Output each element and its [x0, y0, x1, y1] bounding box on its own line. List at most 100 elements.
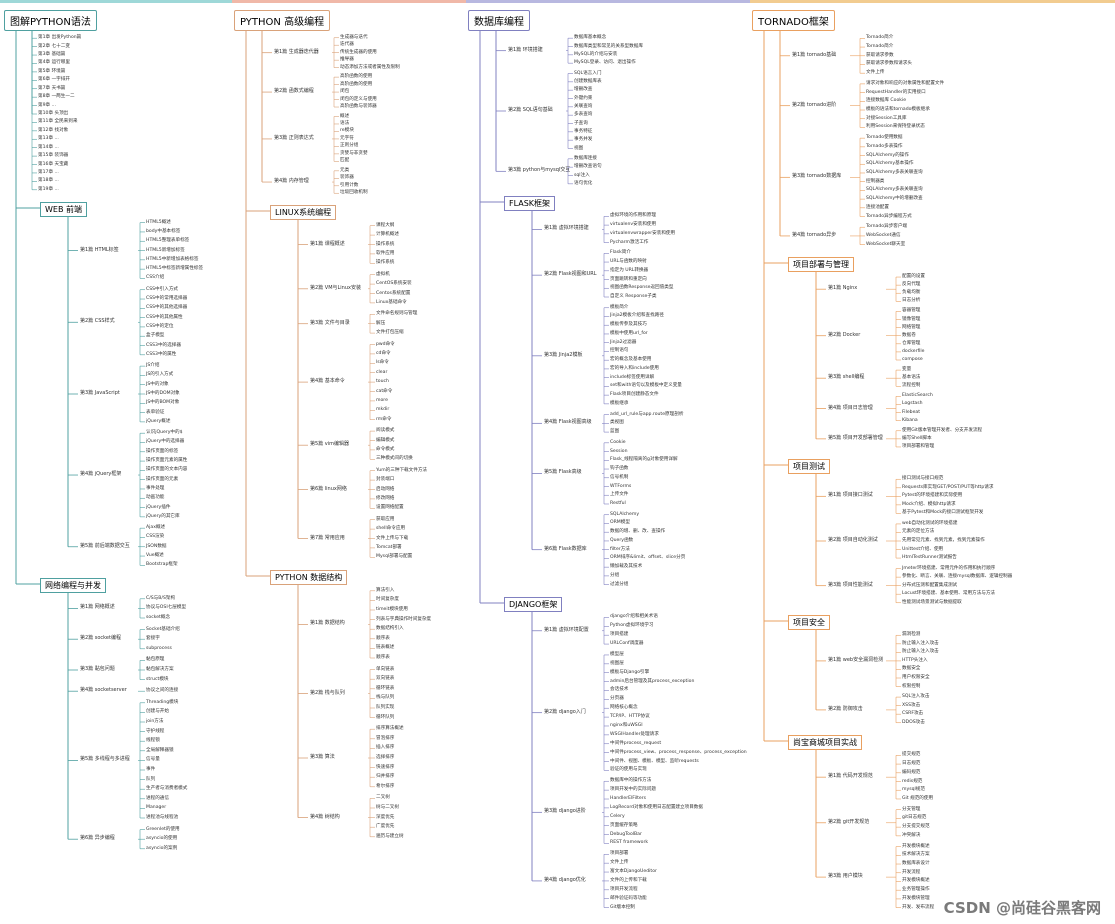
topic-leaf: 数据安全 — [902, 666, 921, 672]
topic-leaf: 套接字 — [146, 636, 160, 642]
topic-leaf: 负载均衡 — [902, 290, 921, 296]
topic-leaf: 请求对象和响应的对象属性和配置文件 — [866, 80, 945, 86]
topic-leaf: 编码规范 — [902, 769, 921, 775]
topic-leaf: 高阶函数的使用 — [340, 81, 373, 87]
topic-leaf: 队列实现 — [376, 705, 395, 710]
topic-leaf: 增删改查 — [574, 87, 593, 93]
topic-leaf: ORM模型 — [610, 520, 630, 526]
section-title: 数据库编程 — [468, 10, 530, 31]
topic-leaf: 推导器 — [340, 57, 354, 63]
topic-leaf: 元类 — [340, 167, 350, 173]
chapter-label: 第4篇 项目日志管理 — [828, 404, 873, 411]
topic-leaf: 第14章 ... — [38, 144, 59, 150]
topic-leaf: JSON数据 — [146, 543, 167, 549]
topic-leaf: 闭包的定义与使用 — [340, 96, 377, 102]
topic-leaf: 引用计数 — [340, 182, 359, 188]
topic-leaf: DDOS攻击 — [902, 719, 925, 725]
topic-leaf: filter方法 — [610, 546, 630, 552]
topic-leaf: 项目开发中的实际问题 — [610, 787, 656, 793]
section-title: FLASK框架 — [504, 196, 556, 211]
topic-leaf: 循环队列 — [376, 714, 395, 720]
topic-leaf: 模板中使用url_for — [610, 330, 648, 336]
topic-leaf: 匹配 — [340, 158, 350, 164]
topic-leaf: 防止输入注入攻击 — [902, 649, 939, 655]
topic-leaf: 利用Session来保持登录状态 — [866, 124, 925, 130]
topic-leaf: HTML5中标签新增属性标签 — [146, 266, 204, 272]
topic-leaf: 双向链表 — [376, 676, 395, 682]
topic-leaf: 设置网络配置 — [376, 505, 404, 511]
topic-leaf: set和with语句以及模板中定义变量 — [610, 383, 682, 389]
chapter-label: 第1篇 网络概述 — [80, 604, 115, 611]
topic-leaf: 模板与Django引擎 — [610, 669, 650, 675]
chapter-label: 第1篇 课程概述 — [310, 240, 345, 247]
topic-leaf: add_url_rule与app.route原理剖析 — [610, 411, 684, 417]
topic-leaf: 线程锁 — [146, 738, 160, 744]
topic-leaf: Kibana — [902, 417, 918, 423]
topic-leaf: MySQL登录、访问、退出操作 — [574, 60, 636, 66]
topic-leaf: 日志分析 — [902, 298, 921, 304]
topic-leaf: 视图 — [574, 145, 584, 151]
chapter-label: 第4篇 内存管理 — [274, 178, 309, 185]
chapter-label: 第1篇 代码开发规范 — [828, 773, 873, 780]
topic-leaf: 模板简介 — [610, 304, 629, 310]
topic-leaf: 过滤分组 — [610, 581, 629, 587]
topic-leaf: asyncio的使用 — [146, 836, 178, 842]
chapter-label: 第3篇 python与mysql交互 — [508, 167, 571, 174]
topic-leaf: 事务并发 — [574, 137, 593, 143]
topic-leaf: 生产者与消费者模式 — [146, 786, 188, 792]
topic-leaf: HTML5整理表单标签 — [146, 238, 190, 244]
chapter-label: 第7篇 常用应用 — [310, 534, 345, 541]
topic-leaf: 获取应用 — [376, 516, 395, 522]
topic-leaf: SQLAlchemy多表关联查询 — [866, 169, 923, 175]
topic-leaf: CSRF攻击 — [902, 711, 924, 717]
topic-leaf: 选择排序 — [376, 755, 395, 760]
topic-leaf: 连接池配置 — [866, 204, 889, 210]
topic-leaf: 第4章 运行哪里 — [38, 60, 70, 66]
topic-leaf: 分组 — [610, 572, 620, 578]
topic-leaf: 流程控制 — [902, 383, 921, 389]
chapter-label: 第6篇 异步编程 — [80, 835, 115, 842]
topic-leaf: Logstash — [902, 401, 923, 407]
chapter-label: 第1篇 HTML标签 — [80, 246, 119, 253]
topic-leaf: 单向链表 — [376, 666, 395, 672]
chapter-label: 第4篇 tornado异步 — [792, 231, 837, 238]
chapter-label: 第2篇 Flask视图和URL — [544, 271, 597, 278]
topic-leaf: 数据卷 — [902, 332, 916, 338]
topic-leaf: 开发模块概述 — [902, 878, 930, 884]
topic-leaf: 项目部署 — [610, 851, 629, 857]
topic-leaf: mkdir — [376, 407, 390, 413]
section-title: 项目部署与管理 — [788, 257, 854, 272]
topic-leaf: 进程的通信 — [146, 795, 169, 801]
topic-leaf: Tornado异步客户端 — [866, 224, 908, 230]
topic-leaf: 命令模式 — [376, 446, 395, 452]
mindmap-column-db: 数据库编程 第1篇 环境搭建 数据库基本概念 数据库类型和常见的关系型数据库 MySQL… — [466, 0, 748, 924]
topic-leaf: 自定义 Response子类 — [610, 294, 657, 299]
topic-leaf: JS中的DOM对象 — [146, 391, 180, 396]
topic-leaf: 顺序表 — [376, 635, 390, 641]
topic-leaf: 技术解决方案 — [902, 852, 930, 858]
topic-leaf: 网络核心概念 — [610, 705, 638, 711]
topic-leaf: 分支提交规范 — [902, 824, 930, 830]
topic-leaf: 蓝图 — [610, 429, 620, 435]
topic-leaf: ls命令 — [376, 360, 389, 366]
chapter-label: 第6篇 Flask数据库 — [544, 545, 587, 552]
topic-leaf: 启动网络 — [376, 486, 395, 492]
topic-leaf: 深度优先 — [376, 814, 395, 820]
topic-leaf: include标签使用详解 — [610, 374, 655, 380]
topic-leaf: jQuery中的选择器 — [146, 439, 185, 445]
topic-leaf: 容器管理 — [902, 308, 921, 314]
section-title: LINUX系统编程 — [270, 205, 337, 220]
topic-leaf: Pycharm激活工作 — [610, 239, 649, 245]
topic-leaf: 队列 — [146, 776, 156, 782]
topic-leaf: 数据库连接 — [574, 155, 597, 161]
topic-leaf: CSS中引入方式 — [146, 286, 179, 292]
topic-leaf: jQuery插件 — [146, 504, 171, 510]
topic-leaf: 事务特征 — [574, 128, 593, 134]
topic-leaf: 模板的语法和tornado模板继承 — [866, 107, 930, 113]
topic-leaf: 第10章 头顶出 — [38, 111, 69, 116]
top-bar-segment-advanced — [232, 0, 466, 3]
topic-leaf: JS中的对象 — [146, 381, 169, 387]
chapter-label: 第1篇 tornado基础 — [792, 51, 837, 58]
section-title: 图解PYTHON语法 — [4, 10, 97, 31]
topic-leaf: 贪婪与非贪婪 — [340, 150, 368, 156]
